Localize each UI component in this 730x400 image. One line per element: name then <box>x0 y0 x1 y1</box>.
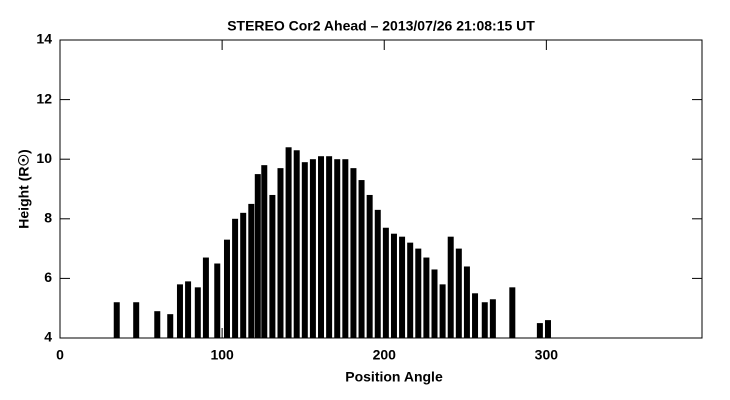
y-tick-label: 10 <box>36 150 52 166</box>
height-range <box>261 165 268 338</box>
y-tick-label: 12 <box>36 90 52 106</box>
chart-title: STEREO Cor2 Ahead – 2013/07/26 21:08:15 … <box>227 18 535 34</box>
x-tick-label: 300 <box>535 347 559 363</box>
height-range <box>455 248 462 338</box>
height-range <box>309 159 316 338</box>
height-range <box>472 293 479 338</box>
x-tick-label: 200 <box>373 347 397 363</box>
height-range <box>390 233 397 338</box>
height-range <box>431 269 438 338</box>
x-tick-label: 100 <box>210 347 234 363</box>
height-range <box>176 284 183 338</box>
y-tick-label: 4 <box>44 329 52 345</box>
height-range <box>481 302 488 338</box>
height-range <box>113 302 120 338</box>
height-range <box>194 287 201 338</box>
height-range <box>463 266 470 338</box>
height-range <box>399 236 406 338</box>
y-tick-label: 14 <box>36 31 52 47</box>
height-range <box>240 212 247 338</box>
height-range <box>223 239 230 338</box>
height-range <box>407 242 414 338</box>
height-range <box>232 218 239 338</box>
height-range <box>185 281 192 338</box>
y-axis-label: Height (R☉) <box>16 149 32 228</box>
height-range <box>154 311 161 338</box>
height-range <box>214 263 221 338</box>
plot-frame <box>59 39 703 339</box>
height-range <box>248 203 255 338</box>
height-range <box>439 284 446 338</box>
height-range <box>358 180 365 338</box>
height-range <box>285 147 292 338</box>
height-range <box>509 287 516 338</box>
height-range <box>415 248 422 338</box>
height-range <box>544 320 551 338</box>
height-range <box>366 194 373 338</box>
height-range <box>318 156 325 338</box>
height-range <box>374 209 381 338</box>
height-range <box>301 162 308 338</box>
height-range <box>202 257 209 338</box>
height-range <box>277 168 284 338</box>
height-range <box>167 314 174 338</box>
y-tick-label: 6 <box>44 269 52 285</box>
height-range <box>342 159 349 338</box>
height-range <box>133 302 140 338</box>
x-axis-label: Position Angle <box>345 369 443 385</box>
height-range <box>423 257 430 338</box>
height-range <box>536 323 543 338</box>
height-range <box>269 194 276 338</box>
height-range <box>447 236 454 338</box>
height-range <box>254 174 261 338</box>
y-tick-label: 8 <box>44 210 52 226</box>
height-range <box>293 150 300 338</box>
height-range <box>334 159 341 338</box>
height-range <box>350 168 357 338</box>
x-tick-label: 0 <box>56 347 64 363</box>
height-range <box>382 227 389 338</box>
height-range <box>326 156 333 338</box>
height-range <box>489 299 496 338</box>
